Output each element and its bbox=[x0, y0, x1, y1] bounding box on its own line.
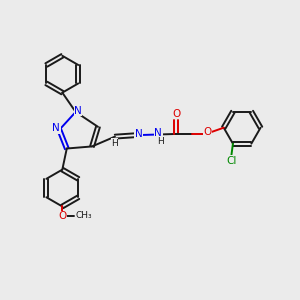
Text: N: N bbox=[134, 129, 142, 139]
Text: N: N bbox=[52, 123, 60, 133]
Text: Cl: Cl bbox=[226, 156, 237, 166]
Text: H: H bbox=[158, 136, 164, 146]
Text: H: H bbox=[111, 139, 118, 148]
Text: O: O bbox=[203, 127, 212, 137]
Text: N: N bbox=[74, 106, 82, 116]
Text: O: O bbox=[172, 109, 180, 119]
Text: N: N bbox=[154, 128, 162, 138]
Text: CH₃: CH₃ bbox=[75, 212, 92, 220]
Text: O: O bbox=[58, 211, 66, 221]
